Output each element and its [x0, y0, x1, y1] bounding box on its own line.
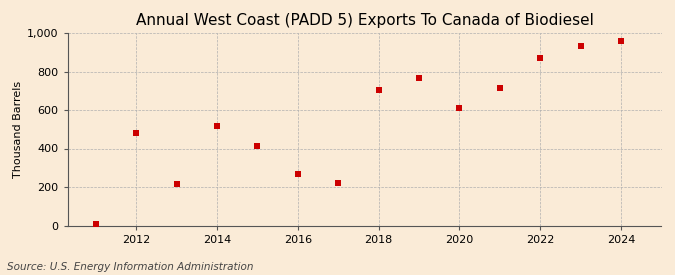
Point — [616, 39, 626, 43]
Point — [333, 181, 344, 185]
Point — [171, 181, 182, 186]
Point — [575, 43, 586, 48]
Point — [535, 56, 545, 60]
Point — [292, 172, 303, 176]
Point — [495, 86, 506, 90]
Y-axis label: Thousand Barrels: Thousand Barrels — [13, 81, 23, 178]
Text: Source: U.S. Energy Information Administration: Source: U.S. Energy Information Administ… — [7, 262, 253, 272]
Title: Annual West Coast (PADD 5) Exports To Canada of Biodiesel: Annual West Coast (PADD 5) Exports To Ca… — [136, 13, 593, 28]
Point — [414, 76, 425, 80]
Point — [90, 222, 101, 226]
Point — [211, 124, 222, 128]
Point — [131, 131, 142, 135]
Point — [252, 144, 263, 148]
Point — [373, 87, 384, 92]
Point — [454, 106, 465, 111]
